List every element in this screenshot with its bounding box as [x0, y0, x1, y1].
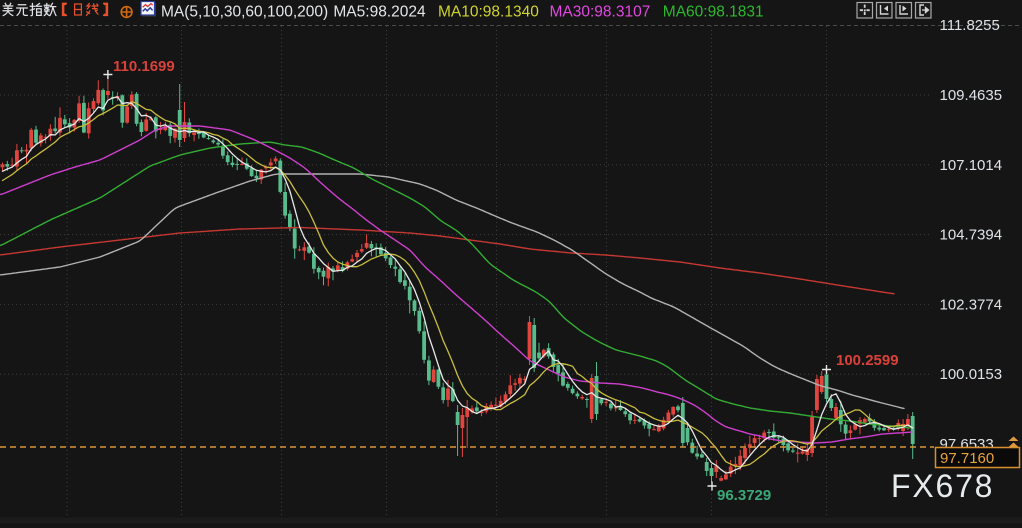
svg-text:MA60:98.1831: MA60:98.1831: [663, 4, 764, 21]
svg-text:100.2599: 100.2599: [836, 352, 899, 369]
svg-text:96.3729: 96.3729: [717, 487, 771, 504]
svg-text:111.8255: 111.8255: [940, 17, 1000, 34]
svg-text:MA30:98.3107: MA30:98.3107: [550, 4, 651, 21]
svg-text:MA10:98.1340: MA10:98.1340: [438, 4, 539, 21]
svg-text:FX678: FX678: [891, 468, 994, 504]
svg-text:MA5:98.2024: MA5:98.2024: [333, 4, 426, 21]
svg-text:104.7394: 104.7394: [940, 227, 1003, 244]
svg-text:109.4635: 109.4635: [940, 87, 1003, 104]
svg-text:MA(5,10,30,60,100,200): MA(5,10,30,60,100,200): [161, 4, 328, 21]
svg-text:100.0153: 100.0153: [940, 366, 1003, 383]
svg-text:97.7160: 97.7160: [940, 450, 994, 467]
svg-text:110.1699: 110.1699: [113, 58, 175, 75]
svg-text:102.3774: 102.3774: [940, 296, 1003, 313]
svg-text:107.1014: 107.1014: [940, 157, 1003, 174]
